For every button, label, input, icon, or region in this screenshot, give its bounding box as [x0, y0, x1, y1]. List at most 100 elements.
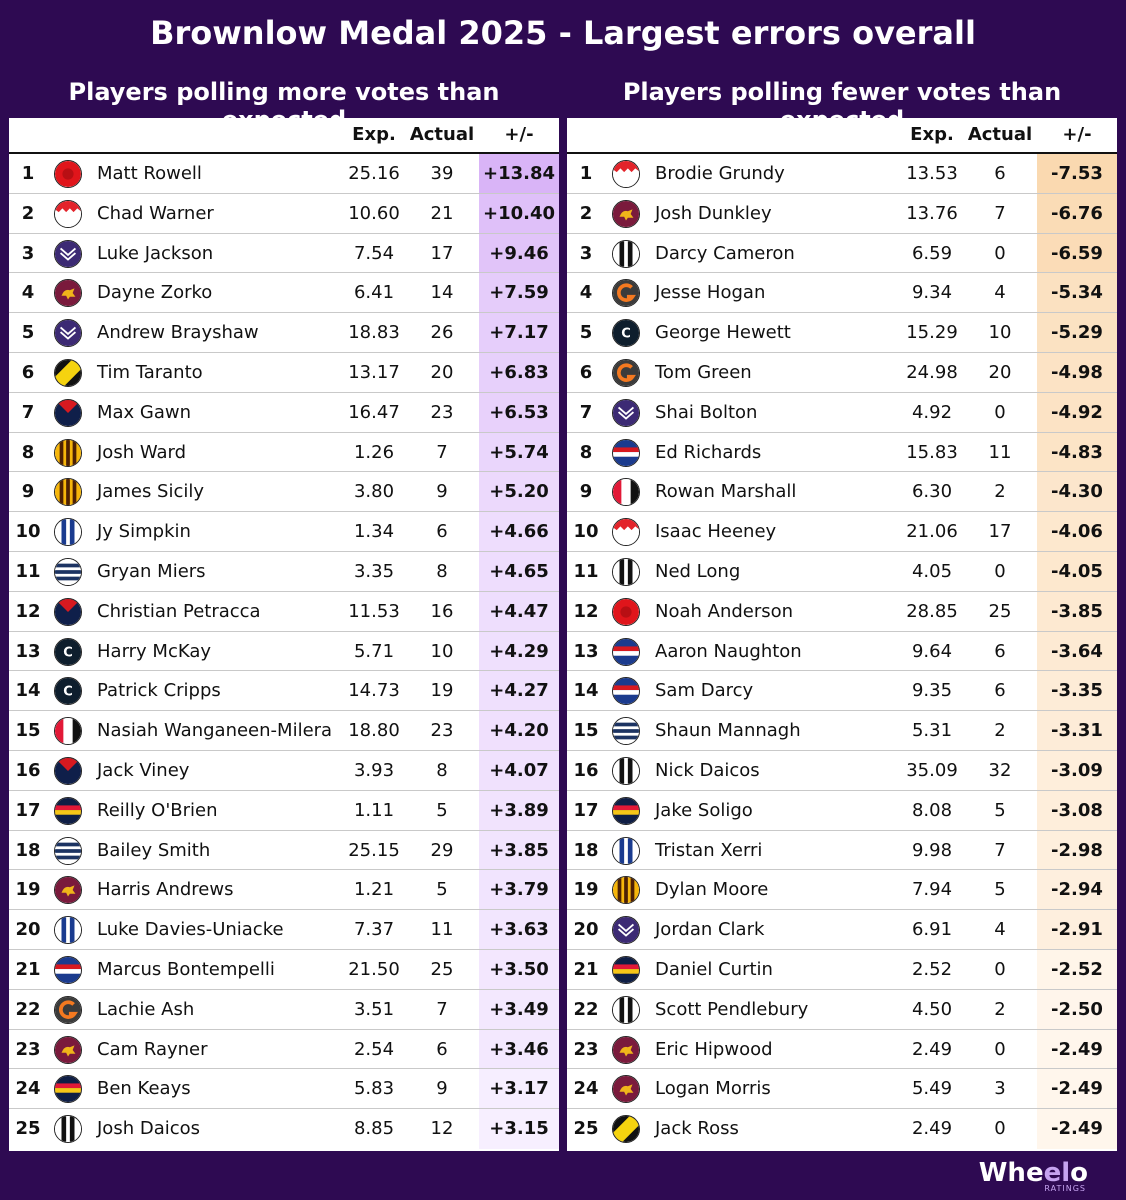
player-name: Lachie Ash: [97, 998, 195, 1020]
hawks-icon: [54, 438, 82, 467]
table-row: 19 Harris Andrews 1.21 5 +3.79: [9, 870, 559, 911]
rank: 12: [573, 600, 599, 622]
table-row: 8 Josh Ward 1.26 7 +5.74: [9, 432, 559, 473]
actual-votes: 7: [436, 441, 448, 463]
player-name: Dayne Zorko: [97, 282, 213, 304]
vote-difference: -4.83: [1037, 432, 1117, 472]
vote-difference: -2.49: [1037, 1069, 1117, 1109]
expected-votes: 15.83: [906, 441, 958, 463]
table-row: 17 Reilly O'Brien 1.11 5 +3.89: [9, 790, 559, 831]
rank: 18: [573, 839, 599, 861]
vote-difference: +7.59: [479, 273, 559, 313]
rank: 25: [573, 1118, 599, 1140]
expected-votes: 9.34: [911, 282, 953, 304]
expected-votes: 2.54: [353, 1038, 395, 1060]
actual-votes: 10: [430, 640, 454, 662]
vote-difference: +7.17: [479, 313, 559, 352]
actual-votes: 7: [436, 998, 448, 1020]
vote-difference: -3.31: [1037, 711, 1117, 750]
bulldogs-icon: [612, 677, 640, 706]
player-name: Bailey Smith: [97, 839, 211, 861]
vote-difference: +3.85: [479, 830, 559, 870]
player-name: Josh Dunkley: [655, 202, 772, 224]
rank: 16: [573, 759, 599, 781]
table-row: 5 Andrew Brayshaw 18.83 26 +7.17: [9, 313, 559, 353]
rank: 22: [573, 998, 599, 1020]
vote-difference: +3.63: [479, 910, 559, 949]
expected-votes: 8.08: [911, 799, 953, 821]
actual-votes: 9: [436, 1078, 448, 1100]
actual-votes: 5: [994, 799, 1006, 821]
cats-icon: [54, 836, 82, 865]
actual-votes: 6: [994, 640, 1006, 662]
table-header: Exp. Actual +/-: [9, 118, 559, 154]
dockers-icon: [54, 239, 82, 268]
crows-icon: [54, 1075, 82, 1104]
header-exp: Exp.: [910, 124, 954, 145]
table-row: 7 Shai Bolton 4.92 0 -4.92: [567, 392, 1117, 433]
vote-difference: +6.83: [479, 352, 559, 392]
rank: 6: [21, 361, 35, 383]
lions-icon: [612, 199, 640, 228]
actual-votes: 4: [994, 282, 1006, 304]
rank: 11: [573, 560, 599, 582]
table-row: 23 Eric Hipwood 2.49 0 -2.49: [567, 1029, 1117, 1070]
vote-difference: -4.30: [1037, 472, 1117, 512]
table-row: 4 Jesse Hogan 9.34 4 -5.34: [567, 273, 1117, 314]
kangaroos-icon: [612, 836, 640, 865]
expected-votes: 7.94: [911, 879, 953, 901]
rank: 20: [15, 919, 41, 941]
rank: 24: [573, 1078, 599, 1100]
vote-difference: -3.35: [1037, 671, 1117, 711]
table-row: 24 Ben Keays 5.83 9 +3.17: [9, 1069, 559, 1110]
player-name: Marcus Bontempelli: [97, 958, 275, 980]
player-name: Aaron Naughton: [655, 640, 802, 662]
actual-votes: 10: [988, 322, 1012, 344]
rank: 25: [15, 1118, 41, 1140]
expected-votes: 7.37: [353, 919, 395, 941]
table-row: 14 C Patrick Cripps 14.73 19 +4.27: [9, 671, 559, 712]
player-name: Ben Keays: [97, 1078, 191, 1100]
rank: 2: [21, 202, 35, 224]
vote-difference: -4.06: [1037, 512, 1117, 551]
player-name: Max Gawn: [97, 401, 192, 423]
table-row: 6 Tim Taranto 13.17 20 +6.83: [9, 352, 559, 393]
player-name: Matt Rowell: [97, 163, 202, 184]
rank: 1: [21, 163, 35, 184]
demons-icon: [54, 756, 82, 785]
player-name: Cam Rayner: [97, 1038, 208, 1060]
player-name: Josh Ward: [97, 441, 187, 463]
actual-votes: 6: [436, 1038, 448, 1060]
player-name: Brodie Grundy: [655, 163, 785, 184]
table-row: 24 Logan Morris 5.49 3 -2.49: [567, 1069, 1117, 1110]
expected-votes: 1.34: [353, 521, 395, 543]
demons-icon: [54, 398, 82, 427]
actual-votes: 6: [436, 521, 448, 543]
actual-votes: 11: [988, 441, 1012, 463]
vote-difference: -4.98: [1037, 352, 1117, 392]
expected-votes: 9.35: [911, 680, 953, 702]
crows-icon: [612, 796, 640, 825]
table-row: 21 Daniel Curtin 2.52 0 -2.52: [567, 949, 1117, 990]
actual-votes: 0: [994, 1038, 1006, 1060]
player-name: Logan Morris: [655, 1078, 771, 1100]
rank: 19: [573, 879, 599, 901]
player-name: Ned Long: [655, 560, 741, 582]
actual-votes: 9: [436, 481, 448, 503]
player-name: Jake Soligo: [655, 799, 753, 821]
rank: 19: [15, 879, 41, 901]
actual-votes: 6: [994, 680, 1006, 702]
expected-votes: 5.83: [353, 1078, 395, 1100]
wheelo-logo-sub: RATINGS: [1044, 1184, 1086, 1193]
vote-difference: -4.92: [1037, 392, 1117, 432]
rank: 9: [21, 481, 35, 503]
svg-text:C: C: [621, 327, 631, 342]
actual-votes: 5: [436, 879, 448, 901]
actual-votes: 11: [430, 919, 454, 941]
wheelo-logo: Wheelo: [978, 1158, 1088, 1188]
vote-difference: +4.27: [479, 671, 559, 711]
player-name: Luke Davies-Uniacke: [97, 919, 284, 941]
rank: 4: [21, 282, 35, 304]
header-exp: Exp.: [352, 124, 396, 145]
rank: 4: [579, 282, 593, 304]
